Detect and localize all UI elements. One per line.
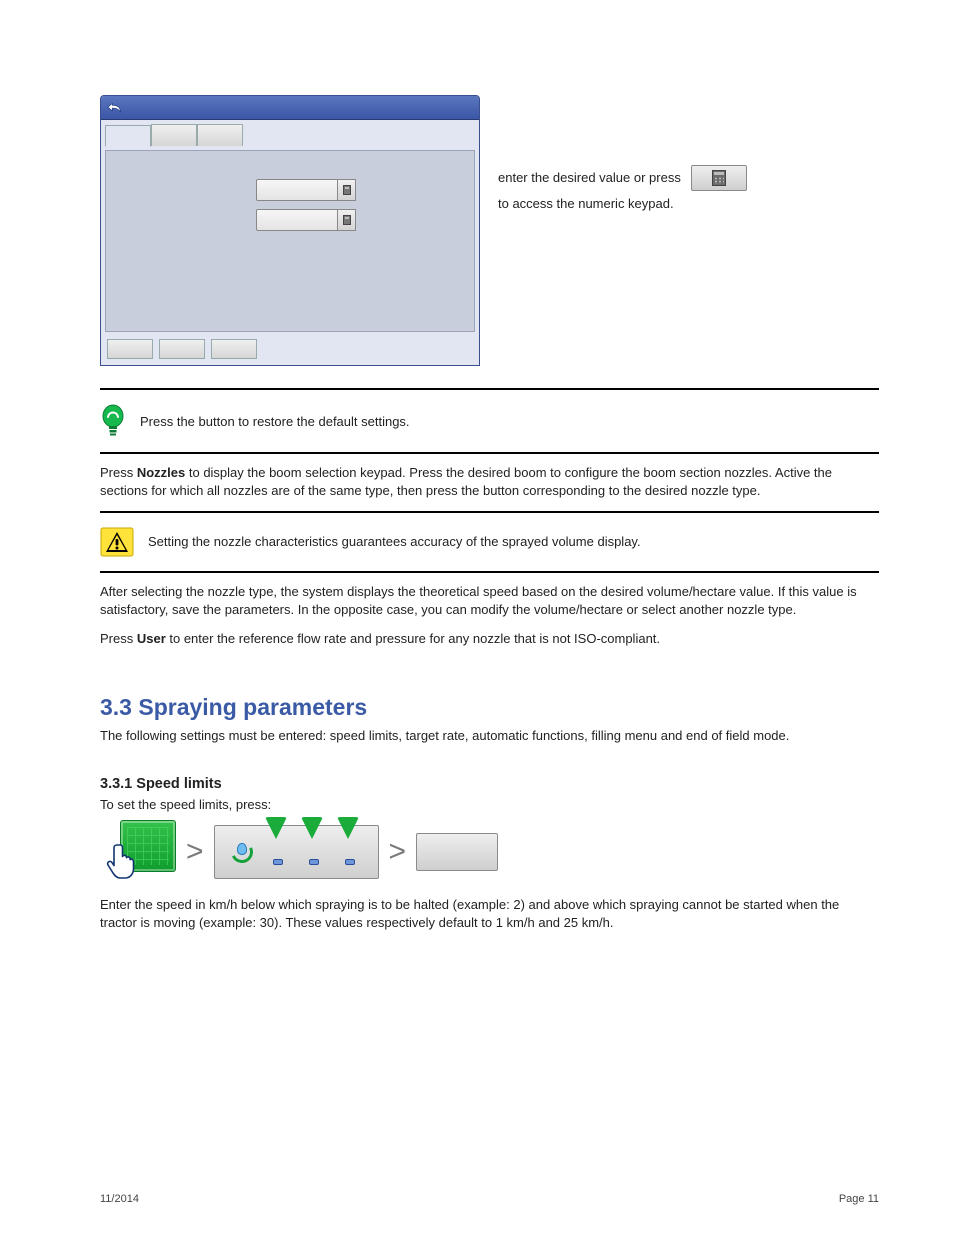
bottom-button-row [105,336,475,359]
text-run: Press [100,465,137,480]
tip-text: Press the button to restore the default … [140,414,410,429]
paragraph-theoretical-speed: After selecting the nozzle type, the sys… [100,583,879,620]
tab-3[interactable] [197,124,243,146]
nav-sequence: > > [100,820,879,884]
keypad-button-field-2[interactable] [338,209,356,231]
press-key-graphic [100,820,176,884]
bottom-button-3[interactable] [211,339,257,359]
bottom-button-2[interactable] [159,339,205,359]
paragraph-final: Enter the speed in km/h below which spra… [100,896,879,933]
warning-icon [100,527,134,557]
aside-text-prefix: enter the desired value or press [498,169,681,187]
settings-window [100,95,480,366]
caution-text: Setting the nozzle characteristics guara… [148,534,641,549]
window-body [101,120,479,365]
divider [100,388,879,390]
speed-limits-button[interactable] [416,833,498,871]
chevron-right-icon: > [389,837,407,867]
top-row: enter the desired value or press to acce… [100,95,879,366]
field-row-1 [256,179,356,201]
tab-2[interactable] [151,124,197,146]
text-run: to enter the reference flow rate and pre… [166,631,660,646]
bottom-button-1[interactable] [107,339,153,359]
calculator-icon [343,185,351,195]
divider [100,452,879,454]
tabstrip [105,124,475,146]
footer-page: Page 11 [839,1193,879,1205]
keypad-button-inline[interactable] [691,165,747,191]
tab-panel [105,150,475,332]
subsection-desc: To set the speed limits, press: [100,796,879,814]
calculator-icon [712,170,726,186]
chevron-right-icon: > [186,837,204,867]
footer-date: 11/2014 [100,1193,139,1205]
keypad-button-field-1[interactable] [338,179,356,201]
paragraph-nozzles: Press Nozzles to display the boom select… [100,464,879,501]
section-heading: 3.3 Spraying parameters [100,694,879,721]
nozzle-icon [337,839,363,865]
text-run: to display the boom selection keypad. Pr… [100,465,832,498]
aside-column: enter the desired value or press to acce… [498,95,879,213]
divider [100,571,879,573]
text-run: Press [100,631,137,646]
calculator-icon [343,215,351,225]
text-bold: Nozzles [137,465,185,480]
aside-text-suffix: to access the numeric keypad. [498,195,879,213]
spray-menu-button[interactable] [214,825,379,879]
nozzle-icon [301,839,327,865]
input-1[interactable] [256,179,338,201]
tab-1[interactable] [105,125,151,147]
text-bold: User [137,631,166,646]
section-lead: The following settings must be entered: … [100,727,879,745]
field-row-2 [256,209,356,231]
window-titlebar [101,96,479,120]
nozzle-icon [265,839,291,865]
paragraph-user: Press User to enter the reference flow r… [100,630,879,648]
tip-callout: Press the button to restore the default … [100,398,879,444]
lightbulb-icon [100,404,126,438]
sprinkler-icon [229,839,255,865]
divider [100,511,879,513]
caution-callout: Setting the nozzle characteristics guara… [100,521,879,563]
page-footer: 11/2014 Page 11 [100,1193,879,1205]
hand-pointer-icon [100,839,142,884]
input-2[interactable] [256,209,338,231]
undo-icon[interactable] [107,101,123,115]
subsection-heading: 3.3.1 Speed limits [100,776,879,792]
